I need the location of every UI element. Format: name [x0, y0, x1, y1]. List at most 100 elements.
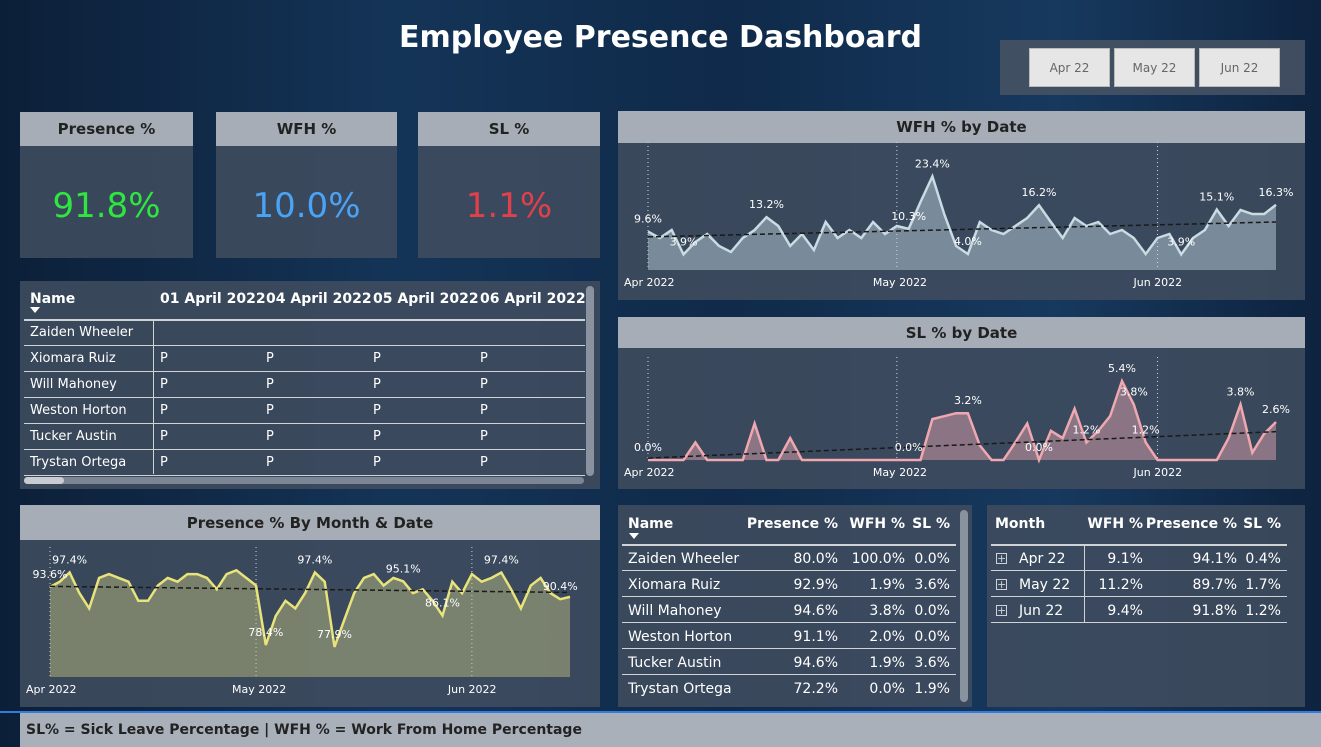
- cell: P: [480, 403, 488, 418]
- data-label: 77.9%: [317, 628, 352, 641]
- expand-icon[interactable]: +: [996, 552, 1007, 565]
- data-label: 9.6%: [634, 213, 662, 226]
- scrollbar[interactable]: [24, 477, 584, 484]
- attendance-panel: [20, 281, 600, 489]
- x-tick-label: Jun 2022: [447, 683, 497, 696]
- line: [647, 172, 1277, 257]
- row-name: Zaiden Wheeler: [30, 325, 134, 340]
- cell: 0.0%: [914, 603, 950, 619]
- cell: 3.6%: [914, 655, 950, 671]
- row-rule: [991, 622, 1287, 623]
- cell: P: [160, 351, 168, 366]
- chart-title: SL % by Date: [618, 317, 1305, 348]
- kpi-value: 91.8%: [52, 186, 161, 226]
- sort-arrow: [30, 307, 40, 313]
- cell: P: [160, 377, 168, 392]
- cell: 91.8%: [1192, 603, 1237, 619]
- footer-bar: [20, 713, 1321, 747]
- data-label: 86.1%: [425, 597, 460, 610]
- column-header: 01 April 2022: [160, 291, 266, 307]
- x-tick-label: May 2022: [873, 276, 927, 289]
- cell: 94.1%: [1192, 551, 1237, 567]
- dashboard-title: Employee Presence Dashboard: [398, 20, 923, 55]
- cell: P: [373, 403, 381, 418]
- scrollbar-thumb[interactable]: [24, 477, 64, 484]
- column-header: WFH %: [1087, 516, 1143, 532]
- x-tick-label: May 2022: [232, 683, 286, 696]
- trend-line: [49, 585, 571, 594]
- header-rule: [622, 544, 956, 546]
- slicer-button[interactable]: Jun 22: [1199, 48, 1280, 87]
- column-header: 04 April 2022: [266, 291, 372, 307]
- header-rule: [24, 319, 585, 321]
- cell: Xiomara Ruiz: [628, 577, 721, 593]
- column-header: Name: [628, 516, 674, 532]
- row-name: Tucker Austin: [30, 429, 117, 444]
- data-label: 90.4%: [543, 580, 578, 593]
- row-rule: [24, 475, 585, 476]
- cell: P: [266, 455, 274, 470]
- chart-title: Presence % By Month & Date: [20, 505, 600, 540]
- data-label: 16.3%: [1259, 186, 1294, 199]
- cell: 0.0%: [914, 629, 950, 645]
- slicer-button[interactable]: Apr 22: [1029, 48, 1110, 87]
- expand-icon[interactable]: +: [996, 604, 1007, 617]
- row-rule: [24, 423, 585, 424]
- data-label: 2.6%: [1262, 403, 1290, 416]
- cell: Zaiden Wheeler: [628, 551, 740, 567]
- data-label: 5.4%: [1108, 362, 1136, 375]
- kpi-title: Presence %: [20, 112, 193, 146]
- data-label: 13.2%: [749, 198, 784, 211]
- cell: 1.7%: [1245, 577, 1281, 593]
- data-label: 1.2%: [1132, 423, 1160, 436]
- summary-panel: [618, 505, 972, 707]
- data-label: 4.0%: [954, 235, 982, 248]
- cell: 80.0%: [793, 551, 838, 567]
- row-name: Trystan Ortega: [30, 455, 127, 470]
- kpi-value: 10.0%: [252, 186, 361, 226]
- line: [648, 377, 1277, 464]
- data-label: 93.6%: [33, 568, 68, 581]
- cell: 91.1%: [793, 629, 838, 645]
- cell: P: [160, 455, 168, 470]
- x-tick-label: Apr 2022: [624, 466, 675, 479]
- sort-arrow: [629, 533, 639, 539]
- footer-text: SL% = Sick Leave Percentage | WFH % = Wo…: [26, 722, 582, 738]
- row-rule: [622, 674, 956, 675]
- trend-line: [647, 430, 1277, 459]
- row-name: Xiomara Ruiz: [30, 351, 116, 366]
- data-label: 97.4%: [484, 554, 519, 567]
- data-label: 1.2%: [1072, 423, 1100, 436]
- slicer-button[interactable]: May 22: [1114, 48, 1195, 87]
- cell: 92.9%: [793, 577, 838, 593]
- cell: P: [480, 429, 488, 444]
- scrollbar[interactable]: [960, 510, 968, 702]
- cell: P: [266, 351, 274, 366]
- expand-icon[interactable]: +: [996, 578, 1007, 591]
- cell: P: [373, 351, 381, 366]
- data-label: 23.4%: [915, 157, 950, 170]
- scrollbar[interactable]: [586, 286, 594, 476]
- area: [50, 570, 570, 677]
- column-header: Presence %: [746, 516, 838, 532]
- cell: 2.0%: [869, 629, 905, 645]
- area: [648, 381, 1276, 460]
- footer-rule: [0, 711, 1321, 713]
- row-name: Weston Horton: [30, 403, 127, 418]
- data-label: 78.4%: [248, 626, 283, 639]
- cell: P: [480, 377, 488, 392]
- data-label: 3.8%: [1120, 385, 1148, 398]
- data-label: 15.1%: [1199, 191, 1234, 204]
- cell: Weston Horton: [628, 629, 733, 645]
- trend-line: [647, 221, 1277, 238]
- cell: P: [160, 403, 168, 418]
- x-tick-label: Apr 2022: [26, 683, 77, 696]
- cell: P: [266, 403, 274, 418]
- cell: 94.6%: [793, 655, 838, 671]
- data-label: 10.3%: [891, 210, 926, 223]
- x-tick-label: May 2022: [873, 466, 927, 479]
- column-header: 05 April 2022: [373, 291, 479, 307]
- column-header: 06 April 2022: [480, 291, 586, 307]
- cell: Tucker Austin: [628, 655, 722, 671]
